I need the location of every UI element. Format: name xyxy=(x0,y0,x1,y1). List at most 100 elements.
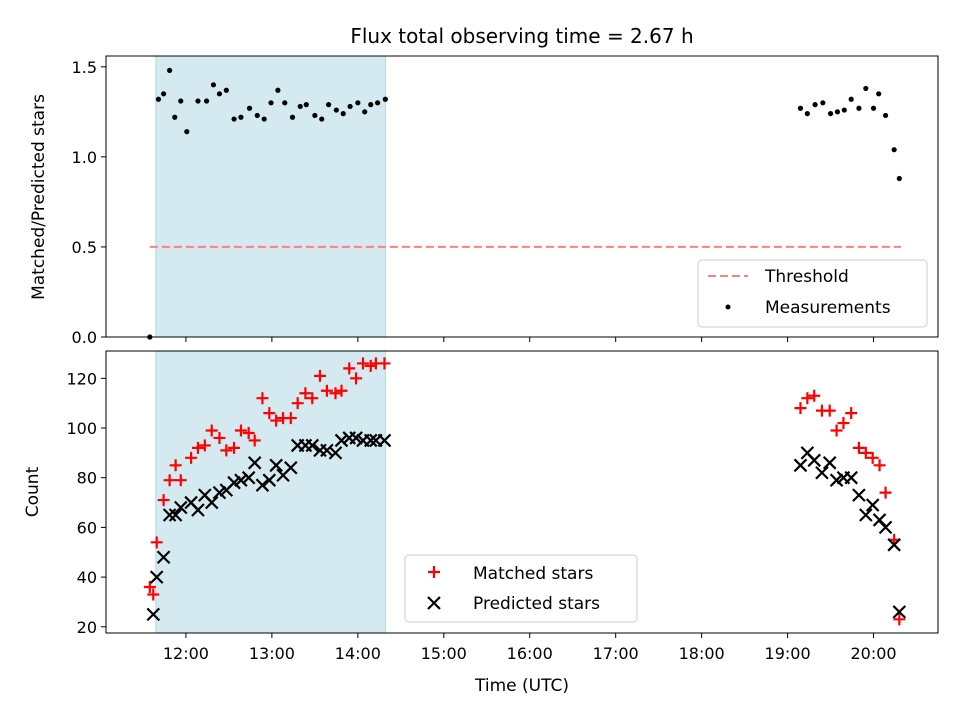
x-tick-label: 16:00 xyxy=(507,644,553,663)
measurement-point xyxy=(289,114,296,120)
predicted-star-point xyxy=(320,443,334,458)
x-tick-label: 17:00 xyxy=(593,644,639,663)
matched-star-point xyxy=(147,588,160,601)
measurement-point xyxy=(333,107,339,113)
measurement-point xyxy=(303,102,309,108)
ratio-panel: 0.0 0.5 1.0 1.5 Matched/Predicted stars Thr… xyxy=(29,55,939,347)
x-tick-label: 13:00 xyxy=(249,644,295,663)
measurement-point xyxy=(347,103,353,110)
measurement-point xyxy=(223,87,229,93)
counts-y-axis-label: Count xyxy=(23,466,43,517)
measurement-point xyxy=(891,147,897,153)
matched-star-point xyxy=(185,451,198,464)
measurement-point xyxy=(261,116,267,122)
legend-matched-label: Matched stars xyxy=(473,564,593,584)
measurement-point xyxy=(216,91,223,97)
legend-measurements-swatch xyxy=(725,304,731,310)
measurement-point xyxy=(834,109,841,115)
predicted-star-point xyxy=(878,520,893,535)
matched-star-point xyxy=(794,402,807,415)
matched-star-point xyxy=(837,417,850,430)
measurement-point xyxy=(184,129,190,135)
predicted-star-point xyxy=(247,456,262,470)
predicted-star-point xyxy=(305,438,320,453)
matched-star-point xyxy=(314,369,327,382)
matched-star-point xyxy=(306,392,319,405)
measurement-point xyxy=(863,85,869,92)
counts-y-tick-label: 40 xyxy=(77,568,97,587)
legend-measurements-label: Measurements xyxy=(765,298,891,318)
ratio-y-tick-label: 1.5 xyxy=(72,58,97,77)
matched-star-point xyxy=(879,486,892,499)
predicted-star-point xyxy=(822,456,837,470)
predicted-star-point xyxy=(852,488,866,502)
measurement-point xyxy=(876,91,882,97)
matched-star-point xyxy=(205,424,218,437)
measurement-point xyxy=(870,105,877,111)
matched-star-point xyxy=(893,613,906,626)
matched-star-point xyxy=(808,389,821,402)
predicted-star-point xyxy=(328,446,343,460)
measurement-point xyxy=(268,100,274,106)
matched-star-point xyxy=(242,426,255,439)
measurement-point xyxy=(827,111,834,117)
legend-predicted-swatch xyxy=(427,596,441,610)
measurement-point xyxy=(246,105,253,111)
measurement-point xyxy=(896,175,902,182)
matched-star-point xyxy=(169,459,182,472)
predicted-star-point xyxy=(162,508,177,522)
counts-shaded-span xyxy=(155,350,386,634)
matched-star-point xyxy=(801,392,814,405)
measurement-point xyxy=(203,98,210,104)
predicted-star-point xyxy=(168,508,183,522)
measurement-point xyxy=(231,116,237,122)
counts-y-tick-label: 80 xyxy=(77,469,97,488)
matched-star-point xyxy=(291,397,304,410)
measurement-point xyxy=(812,102,818,108)
predicted-star-point xyxy=(887,538,901,552)
matched-star-point xyxy=(364,359,377,372)
measurement-point xyxy=(882,112,889,119)
matched-star-point xyxy=(299,387,312,400)
predicted-star-point xyxy=(156,550,171,564)
counts-panel: 12:00 13:00 14:00 15:00 16:00 17:00 18:00 19:00… xyxy=(23,350,939,696)
measurement-point xyxy=(155,96,162,102)
matched-star-point xyxy=(198,439,211,452)
counts-y-tick-label: 100 xyxy=(66,419,97,438)
predicted-star-point xyxy=(334,433,349,448)
predicted-star-point xyxy=(234,473,248,487)
measurement-point xyxy=(804,111,810,117)
counts-y-tick-label: 120 xyxy=(66,369,97,388)
x-tick-label: 12:00 xyxy=(163,644,209,663)
matched-star-point xyxy=(823,404,836,417)
predicted-star-point xyxy=(269,458,283,473)
predicted-star-point xyxy=(255,478,270,492)
matched-star-point xyxy=(866,451,879,464)
measurement-point xyxy=(282,100,288,106)
predicted-star-point xyxy=(815,465,829,480)
x-tick-label: 14:00 xyxy=(335,644,381,663)
counts-y-tick-label: 60 xyxy=(77,518,97,537)
matched-star-point xyxy=(350,372,363,385)
predicted-star-point xyxy=(149,570,164,584)
matched-star-point xyxy=(234,424,247,437)
measurement-point xyxy=(167,67,173,74)
measurement-point xyxy=(326,102,332,108)
predicted-star-point xyxy=(377,433,392,448)
counts-panel-frame xyxy=(105,350,939,634)
ratio-shaded-span xyxy=(155,55,386,338)
matched-star-point xyxy=(873,459,886,472)
predicted-star-point xyxy=(204,495,219,510)
measurement-point xyxy=(841,107,847,113)
measurement-point xyxy=(340,111,346,117)
predicted-star-point xyxy=(173,500,188,515)
x-axis-label: Time (UTC) xyxy=(474,676,569,696)
matched-star-point xyxy=(270,414,283,427)
x-tick-label: 20:00 xyxy=(850,644,896,663)
measurement-point xyxy=(160,91,167,97)
matched-star-point xyxy=(320,384,333,397)
matched-star-point xyxy=(174,474,187,487)
ratio-y-tick-label: 0.0 xyxy=(72,328,97,347)
legend-threshold-label: Threshold xyxy=(764,267,849,287)
ratio-legend-box xyxy=(697,259,928,328)
